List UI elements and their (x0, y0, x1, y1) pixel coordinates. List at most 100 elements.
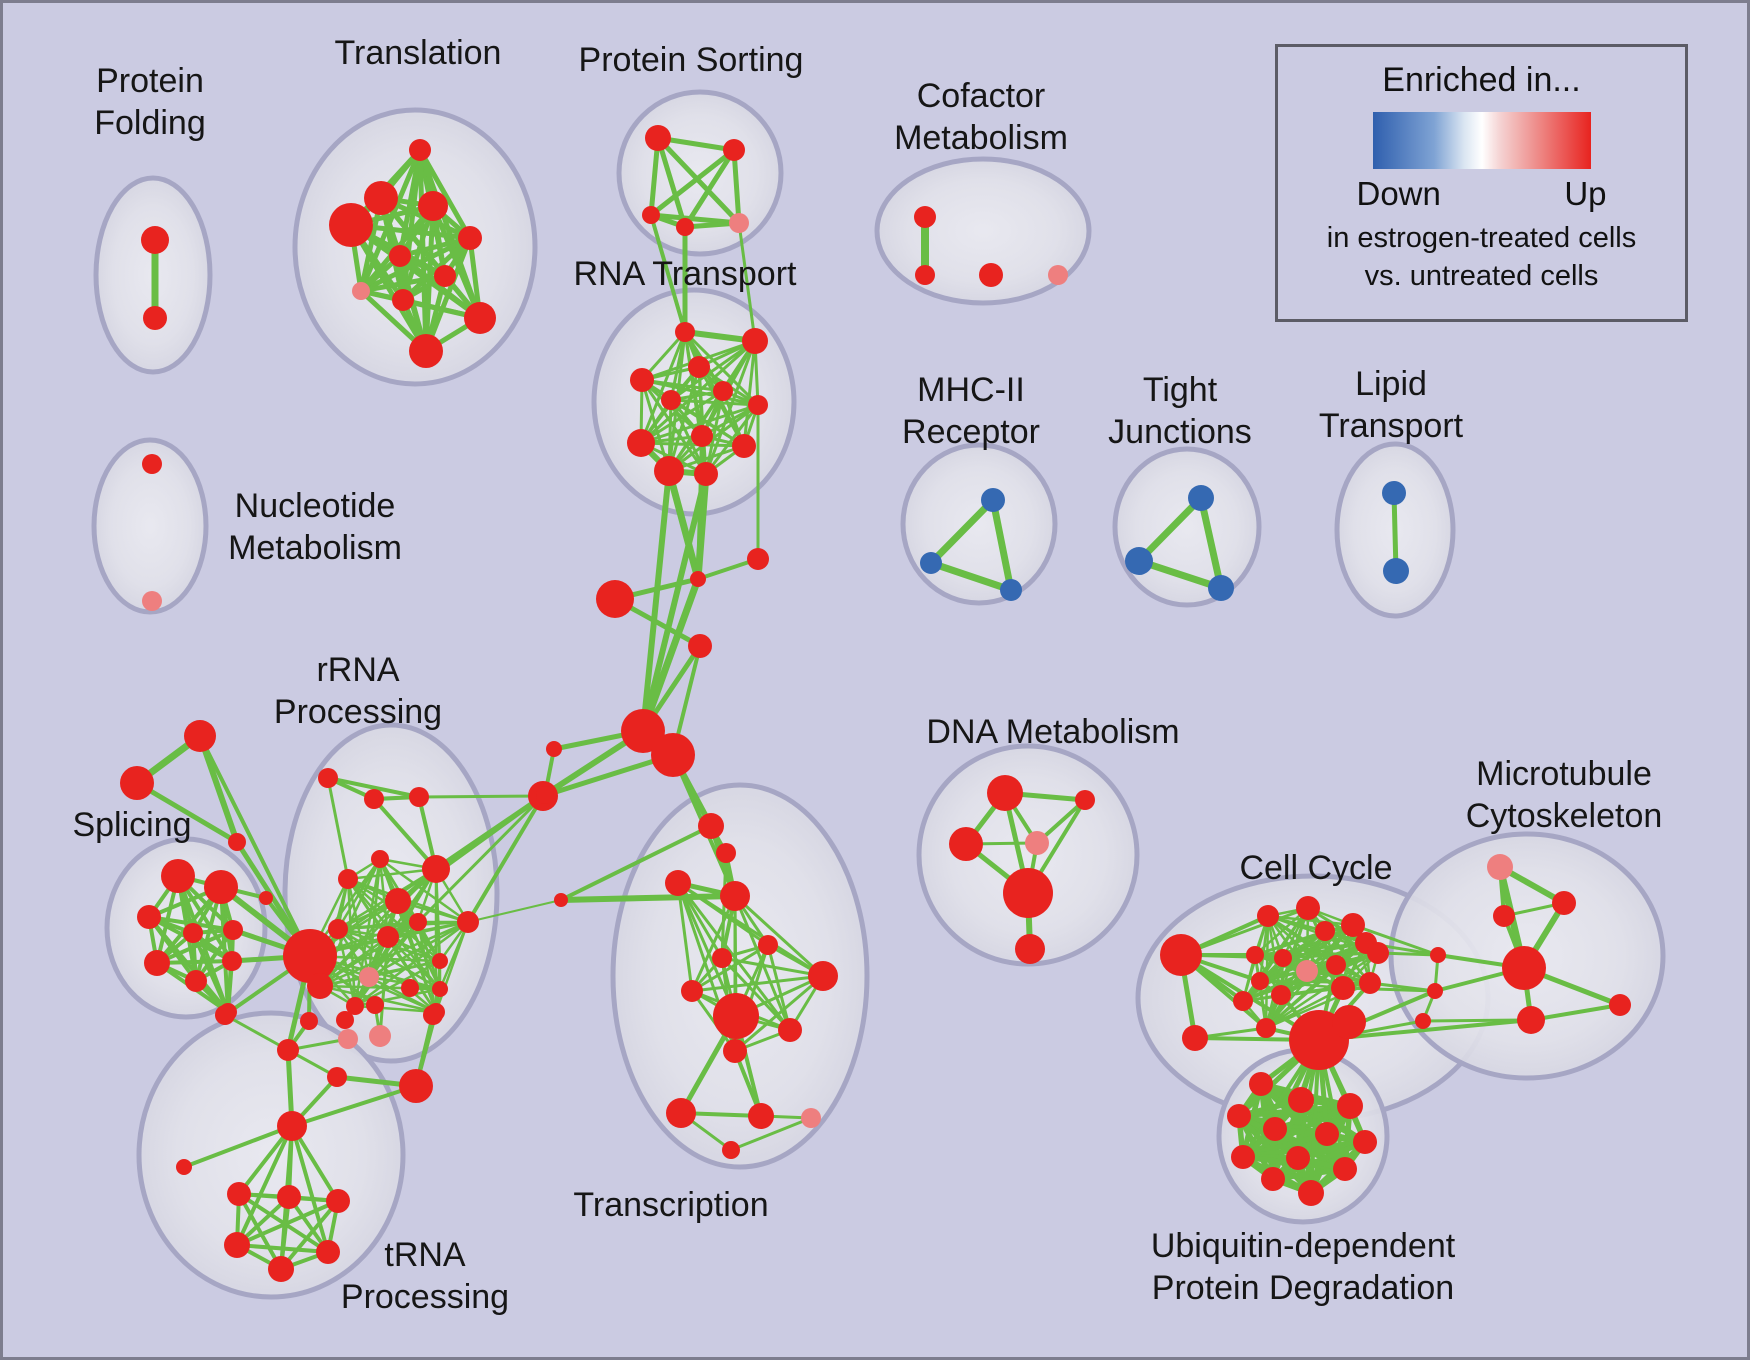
node-cf1 (914, 206, 936, 228)
node-cf4 (1048, 265, 1068, 285)
node-rr17 (346, 997, 364, 1015)
node-d6 (1015, 934, 1045, 964)
edge (1253, 923, 1355, 957)
node-rr9 (259, 891, 273, 905)
node-cc14 (1367, 942, 1389, 964)
edge (198, 734, 312, 958)
edge (733, 894, 825, 978)
cluster-label-microtubule-cytoskeleton: Microtubule Cytoskeleton (1466, 755, 1663, 835)
node-sp2 (204, 870, 238, 904)
node-mt9 (1415, 1013, 1431, 1029)
node-tn0 (277, 1111, 307, 1141)
node-tx11 (723, 1039, 747, 1063)
cluster-ellipse-tight-junctions (1112, 446, 1262, 608)
node-mt7 (1430, 947, 1446, 963)
node-mt3 (1493, 905, 1515, 927)
edge (696, 434, 704, 581)
edge (927, 496, 997, 567)
node-tr10 (464, 302, 496, 334)
edge (346, 867, 438, 881)
edge (336, 927, 438, 1014)
node-sp4 (183, 923, 203, 943)
node-d1 (987, 775, 1023, 811)
cluster-label-cell-cycle: Cell Cycle (1239, 849, 1392, 887)
node-tb6 (336, 1011, 354, 1029)
node-ps2 (723, 139, 745, 161)
edge (417, 794, 545, 799)
node-tr1 (409, 139, 431, 161)
node-rt11 (654, 456, 684, 486)
node-mh3 (1000, 579, 1022, 601)
edge (742, 339, 757, 448)
edge (649, 213, 687, 334)
edge (290, 1124, 330, 1254)
node-rt7 (748, 395, 768, 415)
node-tn5 (224, 1232, 250, 1258)
edge (639, 575, 702, 735)
node-rr19 (300, 1012, 318, 1030)
node-cc10 (1251, 972, 1269, 990)
node-rt5 (713, 381, 733, 401)
node-tr4 (329, 203, 373, 247)
edge (237, 1192, 283, 1271)
edge (396, 899, 442, 991)
edge (326, 776, 350, 881)
edge (336, 920, 470, 931)
edge (989, 496, 1015, 594)
node-mh2 (920, 552, 942, 574)
node-cc3 (1315, 921, 1335, 941)
node-tx4 (720, 881, 750, 911)
edge (1391, 490, 1399, 574)
node-tx13 (748, 1103, 774, 1129)
node-rr12 (377, 926, 399, 948)
node-cc15 (1331, 976, 1355, 1000)
node-tn2 (227, 1182, 251, 1206)
node-lt2 (1383, 558, 1409, 584)
node-rt9 (691, 425, 713, 447)
edge (396, 899, 438, 1014)
node-rt8 (627, 429, 655, 457)
edge (223, 1013, 290, 1052)
legend-box: Enriched in... Down Up in estrogen-treat… (1275, 44, 1688, 322)
edge (766, 943, 792, 1032)
edge (1135, 557, 1225, 592)
node-mc5 (621, 709, 665, 753)
node-ub11 (1261, 1167, 1285, 1191)
node-sp7 (185, 970, 207, 992)
node-rt4 (688, 356, 710, 378)
node-tr9 (392, 289, 414, 311)
node-mc7 (546, 741, 562, 757)
node-tj1 (1188, 485, 1214, 511)
edge (682, 147, 737, 230)
node-tb5 (215, 1005, 235, 1025)
node-tx1 (698, 813, 724, 839)
node-tx3 (665, 870, 691, 896)
node-ub1 (1249, 1072, 1273, 1096)
edge (683, 330, 760, 407)
node-ub2 (1288, 1087, 1314, 1113)
node-tr2 (364, 181, 398, 215)
node-cc16 (1359, 972, 1381, 994)
node-tn3 (277, 1185, 301, 1209)
node-ub7 (1353, 1130, 1377, 1154)
node-d2 (1075, 790, 1095, 810)
node-rt12 (694, 462, 718, 486)
edge (733, 974, 825, 1053)
node-mc1 (690, 571, 706, 587)
node-tx9 (713, 993, 759, 1039)
edge (1270, 1166, 1348, 1182)
edge (720, 956, 792, 1032)
node-tx15 (722, 1141, 740, 1159)
edge (378, 935, 390, 1038)
node-ub10 (1333, 1157, 1357, 1181)
edge (1179, 906, 1310, 957)
node-ccG2 (1332, 1005, 1366, 1039)
edge (639, 403, 760, 445)
node-d5 (1003, 868, 1053, 918)
edge (665, 467, 702, 583)
edge (667, 365, 701, 473)
node-tb4 (369, 1025, 391, 1047)
node-mt8 (1427, 983, 1443, 999)
node-sp1 (161, 859, 195, 893)
